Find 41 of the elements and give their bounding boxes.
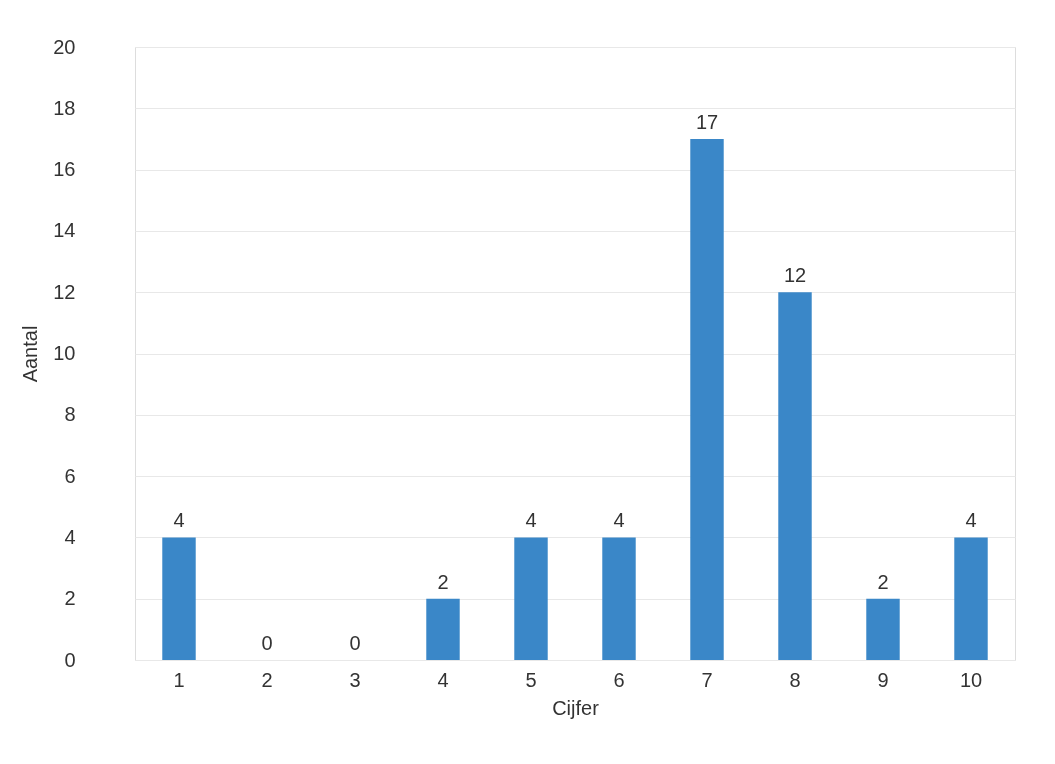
x-tick-label: 5 [525, 668, 537, 691]
bar [690, 138, 724, 660]
bar [602, 537, 636, 660]
bar [866, 598, 900, 660]
y-tick-label: 6 [64, 464, 76, 487]
x-tick-label: 8 [789, 668, 801, 691]
x-tick-label: 6 [613, 668, 625, 691]
y-tick-label: 2 [64, 587, 76, 610]
data-label: 4 [525, 509, 537, 532]
data-label: 0 [349, 632, 361, 654]
data-label: 4 [613, 509, 625, 532]
x-tick-label: 1 [173, 668, 185, 691]
bar [162, 537, 196, 660]
data-label: 4 [173, 509, 185, 532]
y-axis-title: Aantal [19, 325, 42, 383]
y-tick-label: 10 [53, 342, 76, 364]
y-tick-label: 12 [53, 280, 76, 303]
x-tick-label: 2 [261, 668, 273, 691]
y-tick-label: 4 [64, 525, 76, 548]
data-label: 4 [965, 509, 977, 532]
x-tick-label: 7 [701, 668, 713, 691]
x-axis-title: Cijfer [552, 696, 600, 719]
data-label: 12 [783, 264, 807, 287]
bar [426, 598, 460, 660]
y-tick-label: 20 [53, 35, 76, 58]
data-label: 2 [877, 570, 889, 593]
data-label: 17 [695, 110, 719, 133]
data-label: 2 [437, 570, 449, 593]
x-tick-label: 9 [877, 668, 889, 691]
y-tick-label: 14 [53, 219, 76, 242]
data-label: 0 [261, 632, 273, 654]
y-tick-label: 8 [64, 403, 76, 426]
bar [954, 537, 988, 660]
y-tick-label: 18 [53, 96, 76, 119]
bar [514, 537, 548, 660]
x-tick-label: 4 [437, 668, 449, 691]
y-tick-label: 16 [53, 158, 76, 181]
bar [778, 292, 812, 660]
x-tick-label: 10 [959, 668, 983, 691]
x-tick-label: 3 [349, 668, 361, 691]
y-tick-label: 0 [64, 648, 76, 671]
